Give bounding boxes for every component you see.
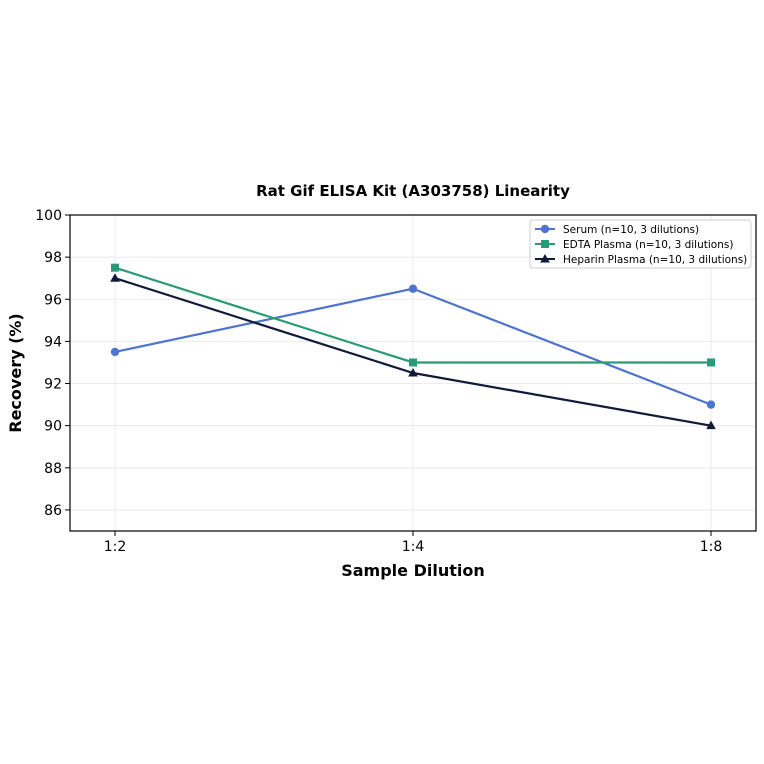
legend-label: Heparin Plasma (n=10, 3 dilutions): [563, 254, 747, 266]
y-tick-label: 88: [44, 461, 62, 477]
y-tick-label: 90: [44, 419, 62, 435]
series-0: [110, 284, 716, 409]
series-1: [111, 263, 715, 367]
x-tick-label: 1:2: [104, 539, 127, 555]
legend: Serum (n=10, 3 dilutions) EDTA Plasma (n=…: [529, 219, 752, 269]
legend-marker: [540, 224, 550, 234]
y-axis-ticks: 86 88 90 92 94 96 98 100: [35, 208, 70, 519]
data-point: [110, 347, 120, 357]
legend-item: EDTA Plasma (n=10, 3 dilutions): [535, 239, 733, 251]
y-tick-label: 94: [44, 334, 62, 350]
legend-label: Serum (n=10, 3 dilutions): [563, 224, 699, 236]
legend-label: EDTA Plasma (n=10, 3 dilutions): [563, 239, 733, 251]
x-tick-label: 1:8: [700, 539, 723, 555]
data-point: [409, 358, 417, 367]
x-axis-ticks: 1:2 1:4 1:8: [104, 531, 723, 555]
data-point: [408, 284, 418, 293]
chart-title: Rat Gif ELISA Kit (A303758) Linearity: [256, 182, 570, 200]
y-tick-label: 100: [35, 208, 62, 224]
legend-box: [529, 219, 752, 269]
data-point: [706, 420, 716, 430]
y-tick-label: 98: [44, 250, 62, 266]
data-point: [707, 358, 715, 367]
y-axis-label: Recovery (%): [6, 313, 25, 432]
series-2: [110, 273, 716, 430]
y-tick-label: 86: [44, 503, 62, 519]
data-point: [408, 368, 418, 377]
x-tick-label: 1:4: [402, 539, 425, 555]
legend-item: Heparin Plasma (n=10, 3 dilutions): [535, 254, 747, 266]
legend-item: Serum (n=10, 3 dilutions): [535, 224, 699, 236]
y-tick-label: 96: [44, 292, 62, 308]
data-point: [110, 273, 120, 282]
x-axis-label: Sample Dilution: [341, 561, 485, 580]
data-point: [706, 400, 716, 409]
legend-marker: [540, 254, 550, 263]
data-point: [111, 263, 119, 272]
y-tick-label: 92: [44, 377, 62, 393]
series-layer: [110, 263, 716, 430]
legend-marker: [541, 240, 549, 248]
